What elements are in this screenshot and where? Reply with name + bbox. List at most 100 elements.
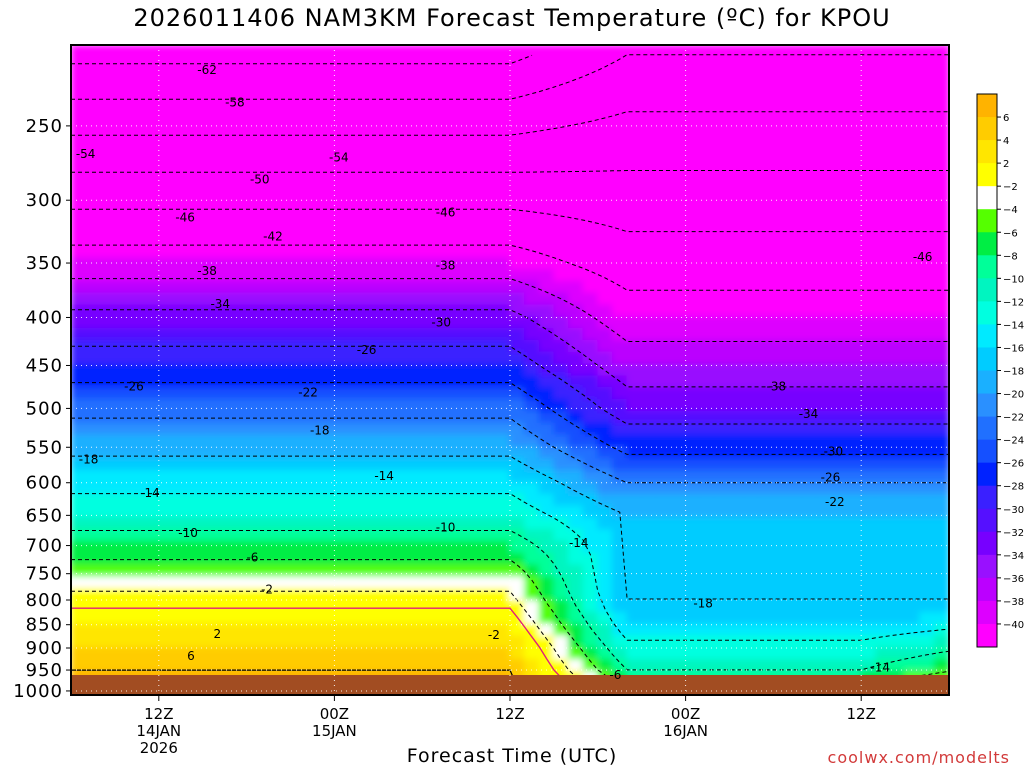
fill-cell xyxy=(392,611,409,626)
fill-cell xyxy=(158,375,175,389)
fill-cell xyxy=(99,68,116,82)
fill-cell xyxy=(568,115,585,129)
fill-cell xyxy=(772,198,790,212)
fill-cell xyxy=(597,410,614,425)
fill-cell xyxy=(202,410,219,425)
fill-cell xyxy=(933,446,949,460)
fill-cell xyxy=(99,304,116,318)
fill-cell xyxy=(509,269,526,283)
fill-cell xyxy=(494,127,511,141)
fill-cell xyxy=(114,45,131,58)
fill-cell xyxy=(670,588,687,602)
fill-cell xyxy=(348,387,365,401)
fill-cell xyxy=(641,564,658,578)
fill-cell xyxy=(553,540,570,555)
fill-cell xyxy=(787,328,804,342)
fill-cell xyxy=(597,56,614,70)
fill-cell xyxy=(377,647,394,661)
fill-cell xyxy=(465,505,482,519)
fill-cell xyxy=(421,659,438,673)
fill-cell xyxy=(685,209,702,224)
fill-cell xyxy=(290,363,307,377)
fill-cell xyxy=(758,659,775,673)
fill-cell xyxy=(816,623,833,637)
colorbar-label: 6 xyxy=(1003,113,1009,124)
fill-cell xyxy=(392,328,409,342)
contour-label: -22 xyxy=(298,386,318,400)
fill-cell xyxy=(465,375,482,389)
fill-cell xyxy=(231,517,248,531)
fill-cell xyxy=(553,387,570,401)
fill-cell xyxy=(729,351,746,366)
fill-cell xyxy=(246,304,263,318)
fill-cell xyxy=(129,162,146,176)
fill-cell xyxy=(846,79,863,94)
fill-cell xyxy=(772,564,790,578)
fill-cell xyxy=(494,399,511,413)
fill-cell xyxy=(626,174,643,188)
fill-cell xyxy=(172,564,190,578)
fill-cell xyxy=(290,162,307,176)
fill-cell xyxy=(304,387,321,401)
fill-cell xyxy=(787,292,804,306)
fill-cell xyxy=(816,552,833,566)
fill-cell xyxy=(143,363,160,377)
fill-cell xyxy=(729,635,746,649)
fill-cell xyxy=(553,576,570,590)
fill-cell xyxy=(772,599,790,614)
fill-cell xyxy=(538,351,555,366)
fill-cell xyxy=(465,162,482,176)
fill-cell xyxy=(816,127,833,141)
fill-cell xyxy=(187,399,204,413)
fill-cell xyxy=(714,198,731,212)
fill-cell xyxy=(758,209,775,224)
fill-cell xyxy=(919,422,936,436)
fill-cell xyxy=(129,599,146,614)
fill-cell xyxy=(363,659,380,673)
fill-cell xyxy=(275,446,292,460)
fill-cell xyxy=(494,45,511,58)
contour-label: -2 xyxy=(488,628,500,642)
fill-cell xyxy=(348,611,365,626)
fill-cell xyxy=(904,245,921,259)
fill-cell xyxy=(407,304,424,318)
contour-label: -14 xyxy=(374,469,394,483)
fill-cell xyxy=(421,221,438,236)
fill-cell xyxy=(816,469,833,484)
fill-cell xyxy=(611,481,629,496)
fill-cell xyxy=(290,505,307,519)
fill-cell xyxy=(363,139,380,153)
fill-cell xyxy=(611,198,629,212)
fill-cell xyxy=(655,635,672,649)
fill-cell xyxy=(275,469,292,484)
fill-cell xyxy=(816,339,833,354)
fill-cell xyxy=(846,375,863,389)
fill-cell xyxy=(875,647,892,661)
fill-cell xyxy=(568,186,585,200)
fill-cell xyxy=(919,292,936,306)
fill-cell xyxy=(114,245,131,259)
fill-cell xyxy=(85,399,102,413)
fill-cell xyxy=(597,221,614,236)
colorbar-label: −32 xyxy=(1003,528,1024,539)
fill-cell xyxy=(275,529,292,543)
fill-cell xyxy=(436,647,453,661)
fill-cell xyxy=(319,576,336,590)
fill-cell xyxy=(875,269,892,283)
y-tick-label: 1000 xyxy=(13,681,63,702)
fill-cell xyxy=(304,599,321,614)
fill-cell xyxy=(553,623,570,637)
fill-cell xyxy=(421,233,438,247)
fill-cell xyxy=(275,257,292,271)
fill-cell xyxy=(172,375,190,389)
fill-cell xyxy=(538,363,555,377)
fill-cell xyxy=(509,552,526,566)
fill-cell xyxy=(875,422,892,436)
fill-cell xyxy=(363,599,380,614)
fill-cell xyxy=(699,659,716,673)
fill-cell xyxy=(670,280,687,295)
fill-cell xyxy=(465,351,482,366)
fill-cell xyxy=(290,316,307,330)
fill-cell xyxy=(860,292,877,306)
fill-cell xyxy=(158,446,175,460)
